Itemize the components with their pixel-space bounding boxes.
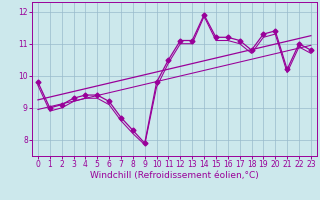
X-axis label: Windchill (Refroidissement éolien,°C): Windchill (Refroidissement éolien,°C) <box>90 171 259 180</box>
